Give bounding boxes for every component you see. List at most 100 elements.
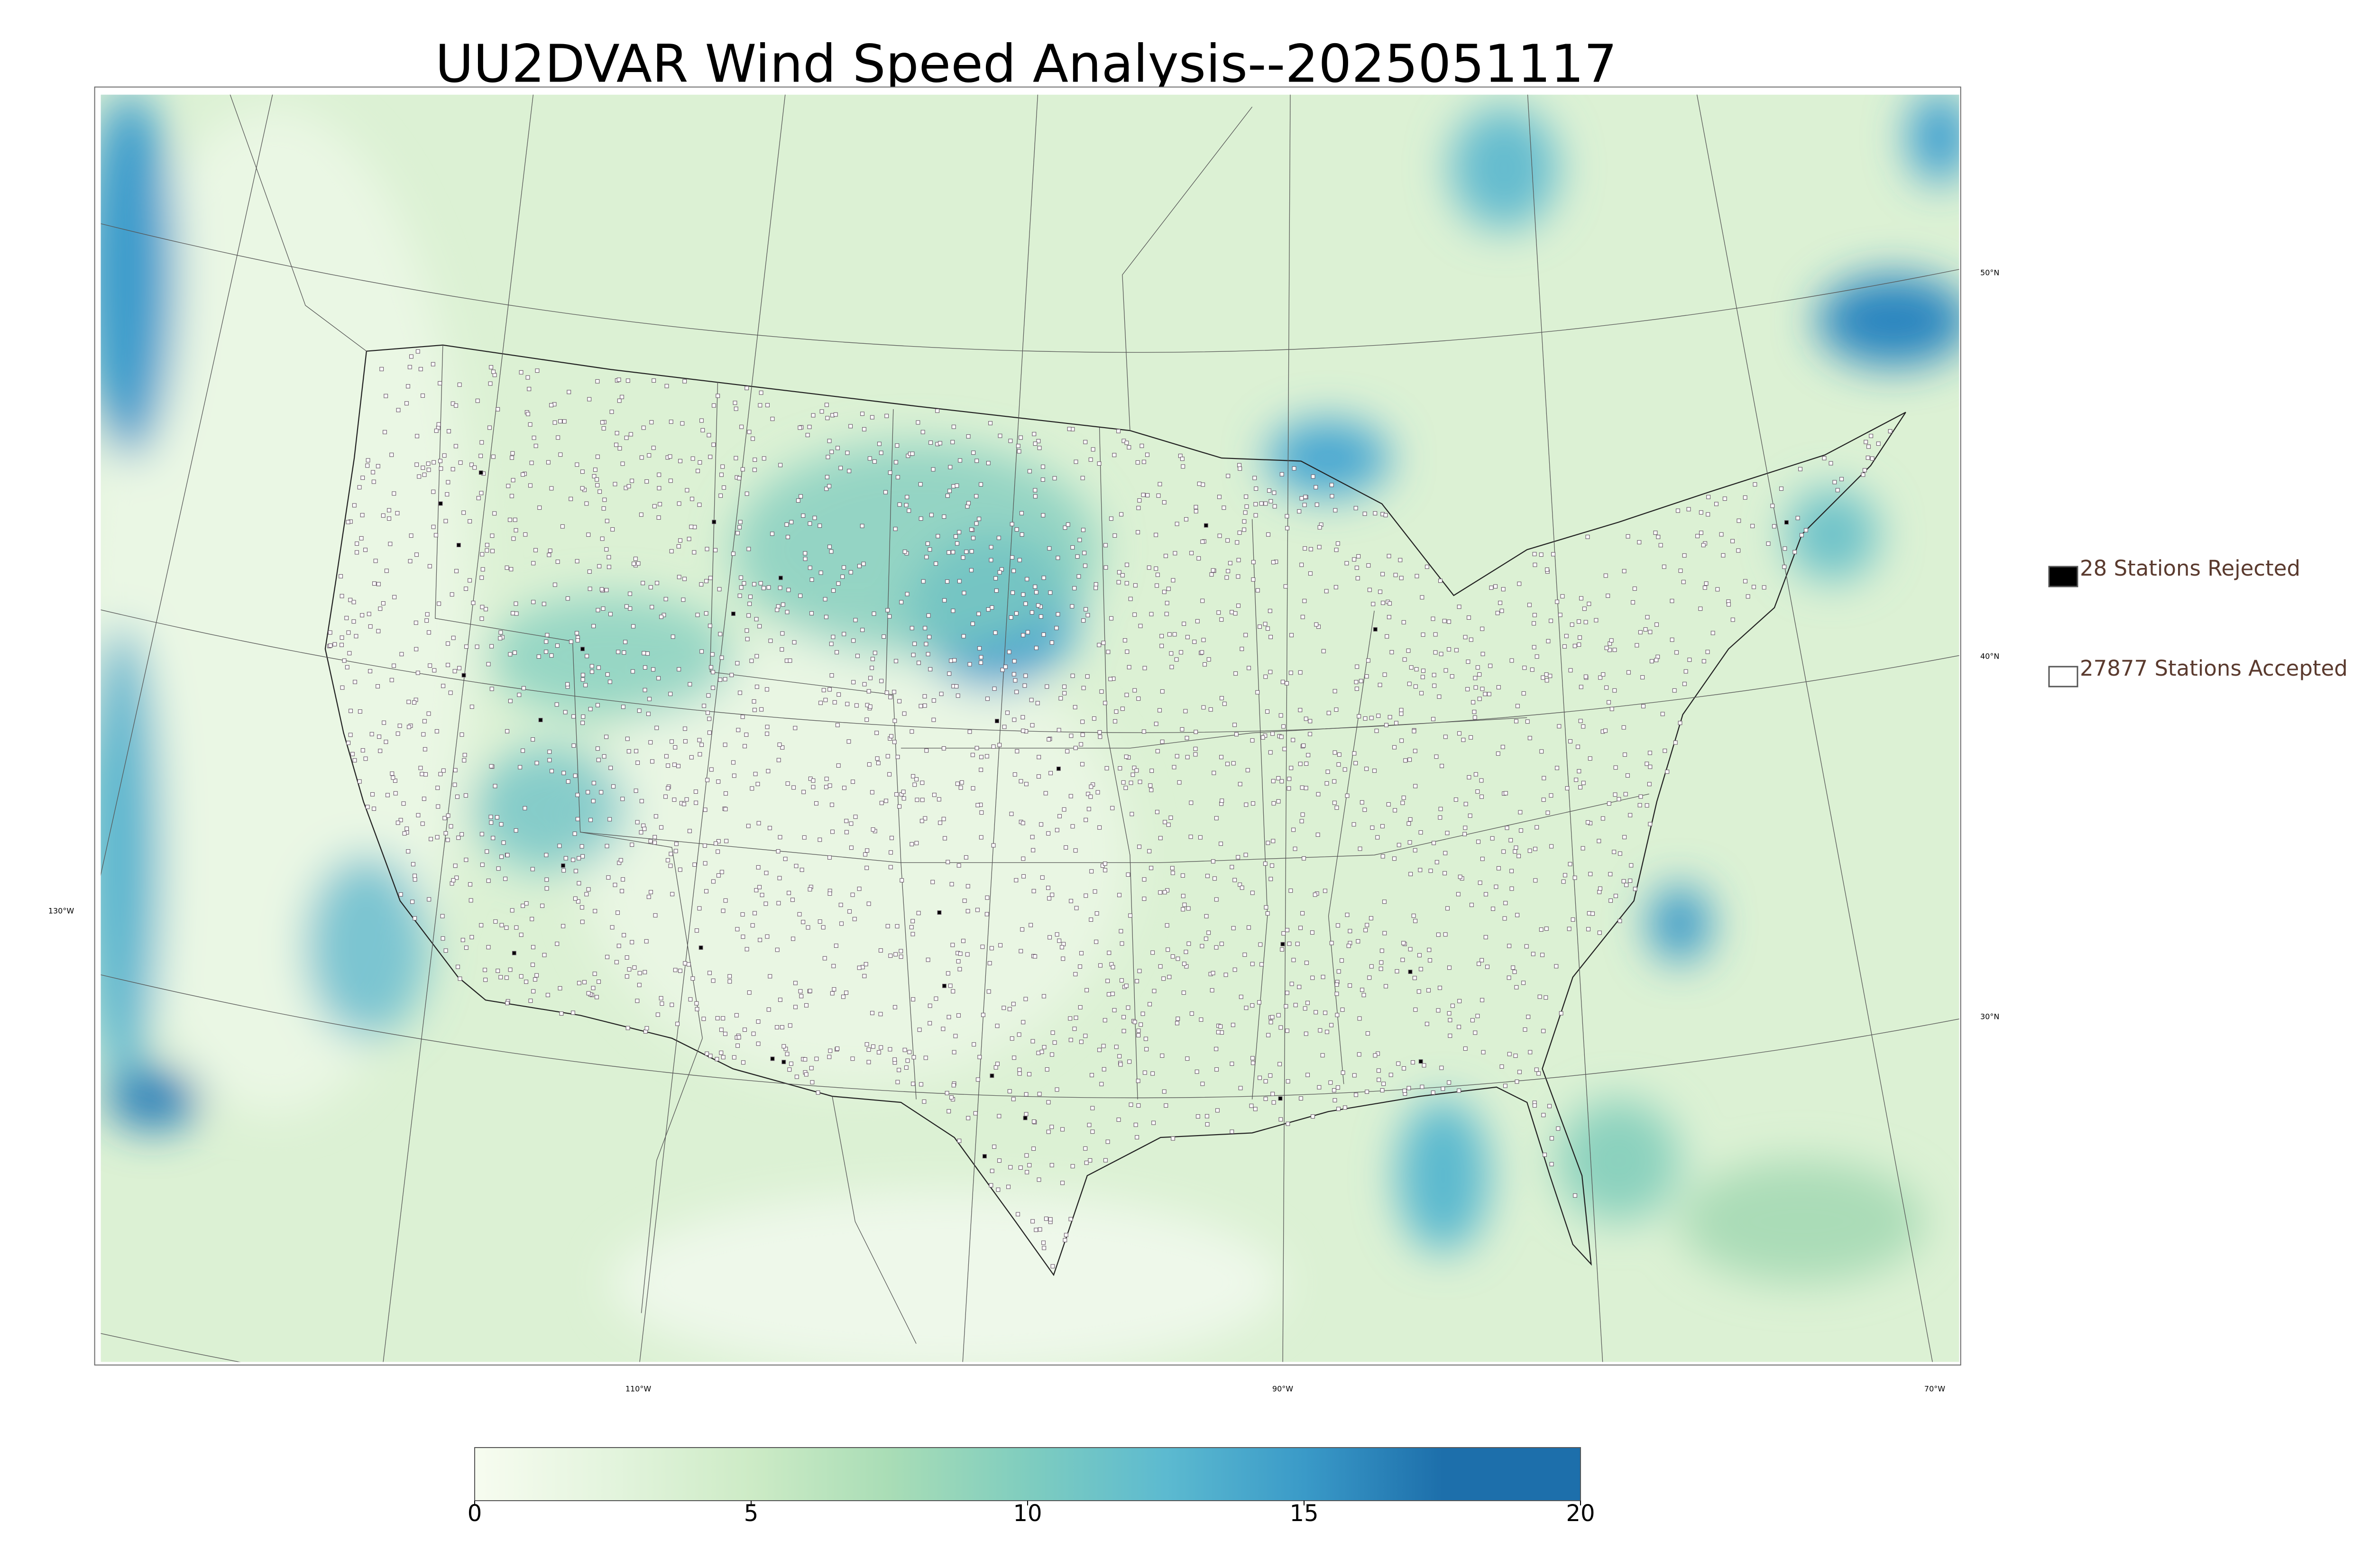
station — [910, 842, 914, 846]
station — [450, 467, 455, 471]
station — [878, 948, 883, 953]
station — [947, 488, 952, 493]
station — [395, 731, 400, 736]
station — [458, 460, 463, 465]
station — [904, 1065, 909, 1070]
station — [1166, 947, 1170, 952]
station — [937, 797, 941, 802]
station — [544, 877, 549, 882]
station — [756, 865, 761, 870]
station — [423, 772, 428, 777]
station — [1103, 1018, 1107, 1023]
station — [480, 567, 485, 572]
station — [823, 697, 828, 702]
station — [835, 650, 839, 655]
station — [352, 758, 357, 763]
station — [1570, 622, 1574, 627]
station — [746, 824, 751, 828]
station — [1581, 780, 1586, 785]
station — [871, 1044, 875, 1049]
station — [993, 630, 998, 635]
station — [441, 684, 446, 688]
station — [1103, 565, 1108, 570]
station — [987, 961, 992, 965]
station — [956, 863, 961, 868]
station — [892, 1005, 897, 1009]
station — [1497, 866, 1501, 871]
station — [561, 868, 566, 873]
station — [622, 650, 626, 655]
station — [1103, 862, 1107, 866]
station — [879, 450, 883, 455]
station — [1695, 534, 1700, 539]
station — [1362, 512, 1367, 516]
station — [707, 730, 712, 735]
station — [770, 1056, 775, 1061]
station — [666, 786, 671, 790]
station — [1055, 828, 1059, 833]
station — [853, 815, 858, 819]
station — [711, 978, 716, 983]
station — [577, 981, 581, 985]
station — [965, 884, 970, 889]
station — [727, 979, 732, 984]
station — [801, 920, 806, 925]
station — [591, 624, 596, 628]
station — [950, 943, 955, 947]
station — [625, 378, 630, 383]
station — [1549, 844, 1554, 849]
station — [1291, 827, 1296, 832]
station — [776, 849, 781, 853]
station — [1137, 969, 1142, 973]
station — [1250, 1056, 1255, 1061]
station — [1034, 590, 1038, 595]
station — [965, 952, 970, 957]
station — [533, 977, 537, 982]
station — [1490, 836, 1495, 841]
station — [1532, 552, 1537, 556]
station — [798, 594, 803, 598]
station — [789, 1061, 793, 1066]
station — [1493, 584, 1498, 589]
station — [1214, 1046, 1219, 1051]
station — [897, 804, 902, 809]
station — [688, 997, 693, 1002]
station — [1084, 817, 1088, 822]
station — [1612, 688, 1617, 693]
station — [404, 826, 409, 831]
station — [621, 877, 625, 882]
station — [1232, 967, 1237, 972]
station — [480, 605, 485, 609]
station — [549, 403, 553, 407]
station — [1097, 461, 1102, 466]
station — [857, 887, 862, 891]
station — [409, 533, 414, 538]
station — [922, 703, 927, 708]
station — [1804, 528, 1808, 532]
station — [750, 786, 754, 791]
station — [1268, 750, 1273, 755]
station — [1494, 884, 1498, 889]
station — [780, 631, 785, 636]
station — [951, 424, 956, 429]
station — [521, 686, 526, 690]
station — [863, 852, 867, 857]
station — [849, 845, 854, 850]
station — [1133, 1122, 1138, 1127]
station — [767, 825, 772, 830]
station — [1242, 519, 1247, 524]
station — [1138, 624, 1143, 628]
station — [359, 536, 364, 541]
station — [699, 649, 704, 654]
station — [433, 533, 438, 538]
station — [1002, 724, 1007, 729]
station — [1473, 1030, 1478, 1035]
station — [1360, 988, 1364, 992]
station — [1340, 1008, 1345, 1012]
station — [1475, 789, 1480, 794]
station — [1308, 547, 1313, 551]
station — [1604, 685, 1609, 690]
station — [471, 601, 476, 605]
station — [510, 455, 514, 460]
station — [1413, 684, 1418, 689]
